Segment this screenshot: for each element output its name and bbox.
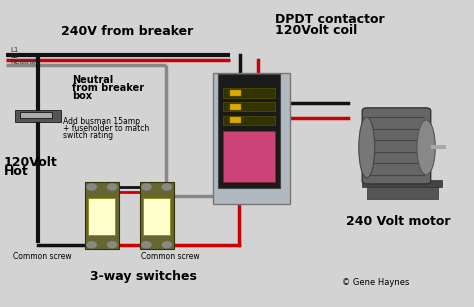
Text: Add busman 15amp: Add busman 15amp: [63, 117, 140, 126]
Circle shape: [163, 184, 172, 190]
Text: L2: L2: [10, 52, 19, 59]
Circle shape: [87, 184, 96, 190]
Bar: [139, 182, 174, 249]
Text: switch rating: switch rating: [63, 131, 113, 140]
Bar: [367, 187, 438, 199]
Text: Common screw: Common screw: [13, 252, 72, 261]
Bar: [230, 90, 241, 96]
Bar: [230, 117, 241, 123]
Bar: [213, 73, 291, 204]
FancyBboxPatch shape: [362, 108, 431, 184]
Text: Hot: Hot: [4, 165, 28, 178]
Text: Neutral: Neutral: [10, 59, 36, 65]
Bar: [223, 131, 275, 182]
Bar: [85, 182, 119, 249]
Text: from breaker: from breaker: [72, 83, 144, 93]
Text: 240 Volt motor: 240 Volt motor: [346, 216, 451, 228]
Text: L1: L1: [10, 47, 19, 53]
Ellipse shape: [417, 120, 435, 175]
Circle shape: [142, 184, 151, 190]
Text: box: box: [72, 91, 92, 101]
Circle shape: [108, 242, 117, 248]
Text: DPDT contactor: DPDT contactor: [275, 13, 385, 26]
Bar: [223, 88, 275, 98]
Text: Common screw: Common screw: [141, 252, 199, 261]
Text: 120Volt coil: 120Volt coil: [275, 24, 358, 37]
Text: © Gene Haynes: © Gene Haynes: [342, 278, 409, 287]
Bar: [219, 74, 280, 188]
Bar: [15, 110, 61, 122]
Text: + fuseholder to match: + fuseholder to match: [63, 124, 149, 133]
Bar: [88, 198, 115, 235]
Text: 240V from breaker: 240V from breaker: [61, 25, 193, 38]
Circle shape: [108, 184, 117, 190]
Bar: [223, 116, 275, 125]
Text: Neutral: Neutral: [72, 76, 113, 85]
Text: 3-way switches: 3-way switches: [91, 270, 197, 283]
Ellipse shape: [359, 117, 375, 178]
Bar: [143, 198, 170, 235]
Circle shape: [87, 242, 96, 248]
Bar: [19, 112, 52, 118]
Bar: [362, 180, 442, 187]
Circle shape: [142, 242, 151, 248]
Circle shape: [163, 242, 172, 248]
Text: 120Volt: 120Volt: [4, 156, 57, 169]
Bar: [223, 102, 275, 111]
Bar: [230, 104, 241, 110]
